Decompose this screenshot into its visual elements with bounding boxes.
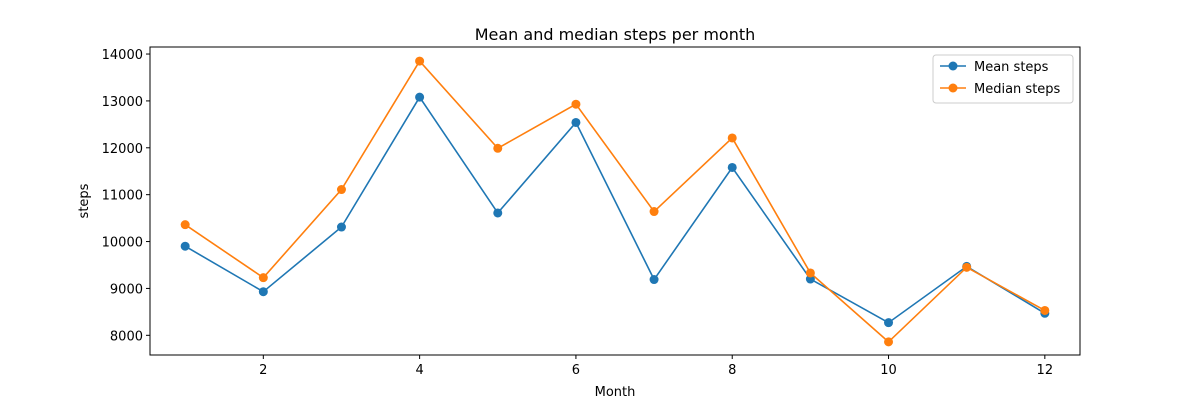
data-point-median [805,268,815,278]
x-tick-label: 6 [572,363,580,378]
plot-area [180,56,1050,347]
data-point-mean [493,208,503,218]
data-point-mean [336,222,346,232]
x-tick-label: 2 [259,363,267,378]
x-tick-label: 12 [1037,363,1054,378]
data-point-mean [258,287,268,297]
data-point-median [649,207,659,217]
data-point-median [884,337,894,347]
x-axis-title: Month [595,385,636,400]
x-tick-label: 8 [728,363,736,378]
series-line-mean [184,95,1046,324]
data-point-median [415,56,425,66]
y-tick-label: 8000 [110,329,143,344]
y-tick-label: 9000 [110,282,143,297]
y-tick-label: 13000 [102,95,143,110]
data-point-median [493,143,503,153]
legend-marker-median [948,83,958,93]
data-point-median [1040,305,1050,315]
data-point-median [258,273,268,283]
y-axis: 8000 9000 10000 11000 12000 13000 14000 [102,48,150,344]
series-line-median [184,59,1046,343]
data-point-mean [571,117,581,127]
chart-title: Mean and median steps per month [475,25,756,44]
data-point-median [336,185,346,195]
legend: Mean steps Median steps [932,54,1074,104]
data-point-mean [415,92,425,102]
legend-marker-mean [948,61,958,71]
legend-label-mean: Mean steps [974,60,1049,75]
x-tick-label: 4 [415,363,423,378]
data-point-mean [884,318,894,328]
plot-frame [149,46,1081,356]
data-point-median [571,99,581,109]
legend-box [932,54,1074,104]
x-axis: 2 4 6 8 10 12 [259,355,1053,378]
legend-label-median: Median steps [974,82,1061,97]
y-tick-label: 11000 [102,189,143,204]
y-tick-label: 10000 [102,236,143,251]
data-point-mean [180,241,190,251]
y-tick-label: 14000 [102,48,143,63]
x-tick-label: 10 [880,363,897,378]
y-tick-label: 12000 [102,142,143,157]
data-point-median [962,262,972,272]
data-point-mean [727,162,737,172]
data-point-median [180,220,190,230]
data-point-mean [649,275,659,285]
data-point-median [727,133,737,143]
y-axis-title: steps [77,183,92,218]
